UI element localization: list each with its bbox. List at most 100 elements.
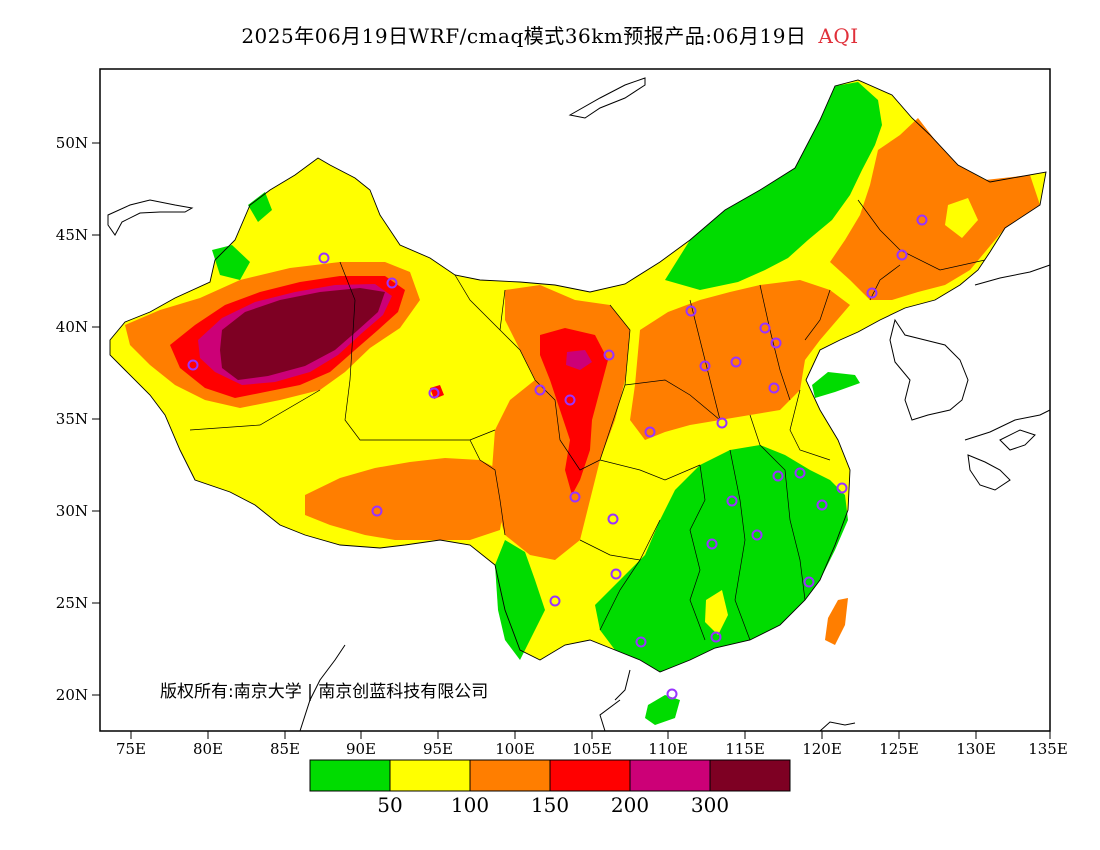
- aqi-zone-green-southeast: [595, 445, 848, 672]
- coast-indochina: [599, 669, 631, 732]
- aqi-zone-yellow-guangxi-pocket: [705, 590, 728, 635]
- city-marker: [564, 394, 576, 406]
- lat-axis: [92, 142, 100, 696]
- aqi-zone-red-loess: [540, 328, 608, 495]
- city-marker: [816, 499, 828, 511]
- city-marker: [794, 467, 806, 479]
- city-marker: [716, 417, 728, 429]
- colorbar-label: 150: [531, 793, 569, 817]
- coast-korea-japan: [889, 318, 969, 421]
- title-main: 2025年06月19日WRF/cmaq模式36km预报产品:06月19日: [241, 24, 807, 48]
- colorbar-label: 100: [451, 793, 489, 817]
- city-marker: [187, 359, 199, 371]
- lon-axis: [130, 731, 1051, 739]
- lon-label: 115E: [725, 740, 765, 758]
- colorbar-swatch: [709, 759, 791, 792]
- city-marker: [534, 384, 546, 396]
- city-marker: [607, 513, 619, 525]
- title-variable: AQI: [818, 24, 859, 48]
- city-marker: [549, 595, 561, 607]
- china-outline: [109, 79, 1047, 673]
- lat-label: 35N: [56, 410, 88, 428]
- aqi-zone-orange-tibet: [305, 458, 505, 540]
- aqi-zone-green-yunnan: [495, 540, 545, 660]
- city-marker: [428, 387, 440, 399]
- city-markers: [187, 214, 928, 700]
- aqi-zone-purple-loess: [566, 350, 592, 370]
- colorbar: [309, 759, 791, 792]
- city-marker: [803, 576, 815, 588]
- lon-label: 120E: [802, 740, 842, 758]
- aqi-zone-shandong-green: [812, 372, 860, 398]
- city-marker: [318, 252, 330, 264]
- map-title: 2025年06月19日WRF/cmaq模式36km预报产品:06月19日 AQI: [0, 20, 1100, 49]
- city-marker: [371, 505, 383, 517]
- city-marker: [768, 382, 780, 394]
- city-marker: [610, 568, 622, 580]
- lon-label: 85E: [270, 740, 300, 758]
- lon-label: 110E: [648, 740, 688, 758]
- colorbar-swatch: [469, 759, 551, 792]
- lon-label: 135E: [1028, 740, 1068, 758]
- aqi-field: [110, 80, 1046, 725]
- city-marker: [730, 356, 742, 368]
- city-marker: [685, 305, 697, 317]
- city-marker: [699, 360, 711, 372]
- city-marker: [710, 631, 722, 643]
- city-marker: [644, 426, 656, 438]
- city-marker: [635, 636, 647, 648]
- city-marker: [569, 491, 581, 503]
- lat-label: 20N: [56, 686, 88, 704]
- lat-label: 50N: [56, 134, 88, 152]
- lon-label: 125E: [879, 740, 919, 758]
- aqi-zone-yellow-ne-pocket: [945, 198, 978, 238]
- city-marker: [866, 287, 878, 299]
- colorbar-swatch: [389, 759, 471, 792]
- city-marker: [916, 214, 928, 226]
- city-marker: [759, 322, 771, 334]
- city-marker: [666, 688, 678, 700]
- city-marker: [836, 482, 848, 494]
- coast-balkhash: [107, 199, 194, 236]
- lat-label: 40N: [56, 318, 88, 336]
- map-frame: [99, 68, 1051, 732]
- coast-india: [299, 644, 346, 732]
- coast-mongolia-lake: [568, 77, 646, 119]
- lon-label: 100E: [495, 740, 535, 758]
- other-coastlines: [107, 77, 1051, 732]
- colorbar-label: 300: [691, 793, 729, 817]
- coast-philippines: [819, 721, 856, 732]
- lon-label: 130E: [956, 740, 996, 758]
- city-marker: [603, 349, 615, 361]
- lat-label: 45N: [56, 226, 88, 244]
- coast-japan-south: [964, 409, 1051, 491]
- city-marker: [386, 277, 398, 289]
- lat-label: 30N: [56, 502, 88, 520]
- lon-label: 105E: [572, 740, 612, 758]
- lon-label: 80E: [193, 740, 223, 758]
- lon-label: 90E: [346, 740, 376, 758]
- city-marker: [751, 529, 763, 541]
- copyright-text: 版权所有:南京大学 | 南京创蓝科技有限公司: [160, 682, 488, 702]
- aqi-zone-green-north-xinjiang: [248, 192, 272, 222]
- aqi-zone-hainan: [645, 695, 680, 725]
- city-marker: [770, 337, 782, 349]
- lat-label: 25N: [56, 594, 88, 612]
- lon-label: 75E: [116, 740, 146, 758]
- lon-label: 95E: [423, 740, 453, 758]
- aqi-zone-green-northeast: [665, 82, 882, 290]
- aqi-zone-taiwan: [825, 598, 848, 645]
- aqi-zone-maroon-taklimakan: [220, 288, 385, 380]
- city-marker: [726, 495, 738, 507]
- city-marker: [896, 249, 908, 261]
- colorbar-label: 200: [611, 793, 649, 817]
- city-marker: [772, 470, 784, 482]
- aqi-zone-orange-northeast: [830, 118, 1040, 300]
- colorbar-swatch: [629, 759, 711, 792]
- colorbar-swatch: [309, 759, 391, 792]
- city-marker: [706, 538, 718, 550]
- colorbar-label: 50: [377, 793, 402, 817]
- colorbar-swatch: [549, 759, 631, 792]
- coast-japan-east: [974, 264, 1051, 286]
